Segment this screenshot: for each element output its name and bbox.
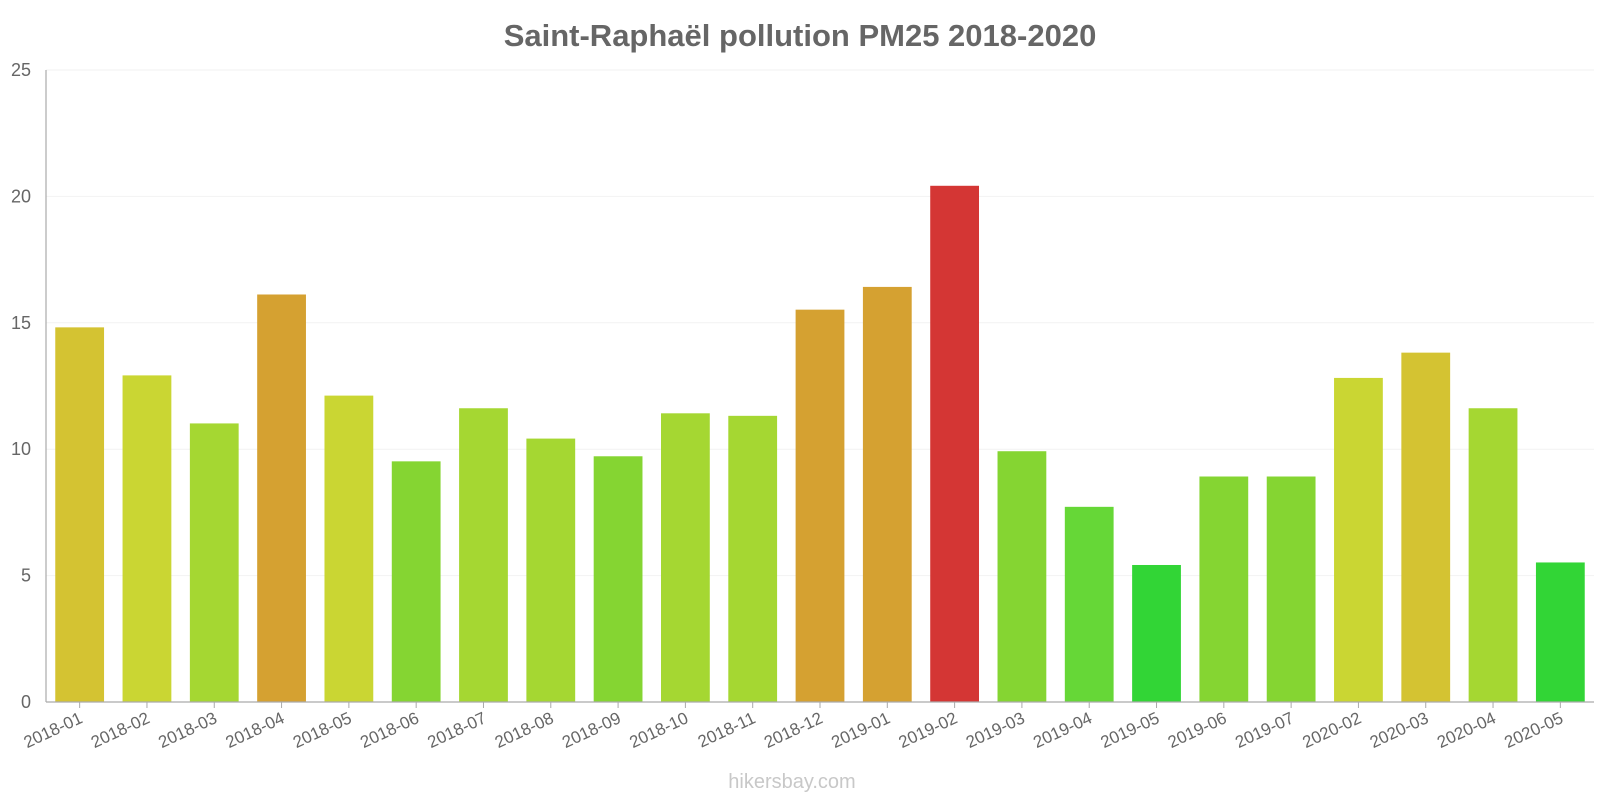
bar-2018-10[interactable] (661, 413, 710, 703)
y-tick-label: 15 (11, 313, 31, 333)
bar-2018-05[interactable] (324, 395, 374, 703)
bar-2018-08[interactable] (526, 438, 576, 703)
y-tick-label: 10 (11, 439, 31, 459)
y-tick-label: 20 (11, 186, 31, 206)
x-axis-ticks: 2018-01 2018-02 2018-03 2018-04 2018-05 2018-… (21, 702, 1566, 752)
chart-title: Saint-Raphaël pollution PM25 2018-2020 (504, 18, 1097, 53)
bar-2020-02[interactable] (1334, 377, 1383, 703)
x-tick-label: 2019-07 (1232, 708, 1297, 752)
bars-layer (55, 185, 1585, 703)
x-tick-label: 2018-01 (21, 708, 86, 752)
y-tick-label: 5 (21, 566, 31, 586)
x-tick-label: 2018-03 (155, 708, 220, 752)
y-tick-label: 25 (11, 60, 31, 80)
bar-2019-05[interactable] (1132, 564, 1181, 703)
x-tick-label: 2018-06 (357, 708, 422, 752)
bar-2018-11[interactable] (728, 415, 778, 703)
x-tick-label: 2019-01 (828, 708, 893, 752)
bar-2018-04[interactable] (257, 294, 306, 703)
bar-2019-01[interactable] (862, 286, 912, 703)
bar-2018-01[interactable] (55, 327, 105, 703)
x-tick-label: 2018-11 (695, 708, 758, 751)
bar-2020-04[interactable] (1468, 408, 1518, 703)
bar-2019-04[interactable] (1064, 506, 1114, 703)
x-tick-label: 2018-04 (223, 708, 288, 752)
y-tick-label: 0 (21, 692, 31, 712)
bar-2019-02[interactable] (930, 185, 980, 703)
bar-2018-03[interactable] (189, 423, 239, 703)
x-tick-label: 2019-03 (963, 708, 1028, 752)
bar-2019-06[interactable] (1199, 476, 1249, 703)
bar-2019-03[interactable] (997, 451, 1047, 703)
x-tick-label: 2018-08 (492, 708, 557, 752)
bar-2018-07[interactable] (459, 408, 508, 703)
x-tick-label: 2019-05 (1098, 708, 1163, 752)
x-tick-label: 2020-04 (1434, 708, 1499, 752)
bar-2018-09[interactable] (593, 456, 643, 703)
x-tick-label: 2018-09 (559, 708, 624, 752)
bar-2018-06[interactable] (391, 461, 441, 703)
x-tick-label: 2018-12 (761, 708, 826, 752)
watermark-text: hikersbay.com (728, 771, 855, 793)
bar-2020-03[interactable] (1401, 352, 1451, 703)
bar-2018-02[interactable] (122, 375, 172, 703)
x-tick-label: 2020-05 (1501, 708, 1566, 752)
y-axis-ticks: 0 5 10 15 20 25 (11, 60, 31, 712)
x-tick-label: 2020-02 (1300, 708, 1365, 752)
x-tick-label: 2018-10 (627, 708, 692, 752)
x-tick-label: 2020-03 (1367, 708, 1432, 752)
x-tick-label: 2019-06 (1165, 708, 1230, 752)
x-tick-label: 2018-05 (290, 708, 355, 752)
bar-2019-07[interactable] (1266, 476, 1316, 703)
x-tick-label: 2018-07 (425, 708, 490, 752)
bar-2018-12[interactable] (795, 309, 845, 703)
x-tick-label: 2018-02 (88, 708, 153, 752)
bar-2020-05[interactable] (1535, 562, 1585, 703)
x-tick-label: 2019-02 (896, 708, 961, 752)
x-tick-label: 2019-04 (1030, 708, 1095, 752)
